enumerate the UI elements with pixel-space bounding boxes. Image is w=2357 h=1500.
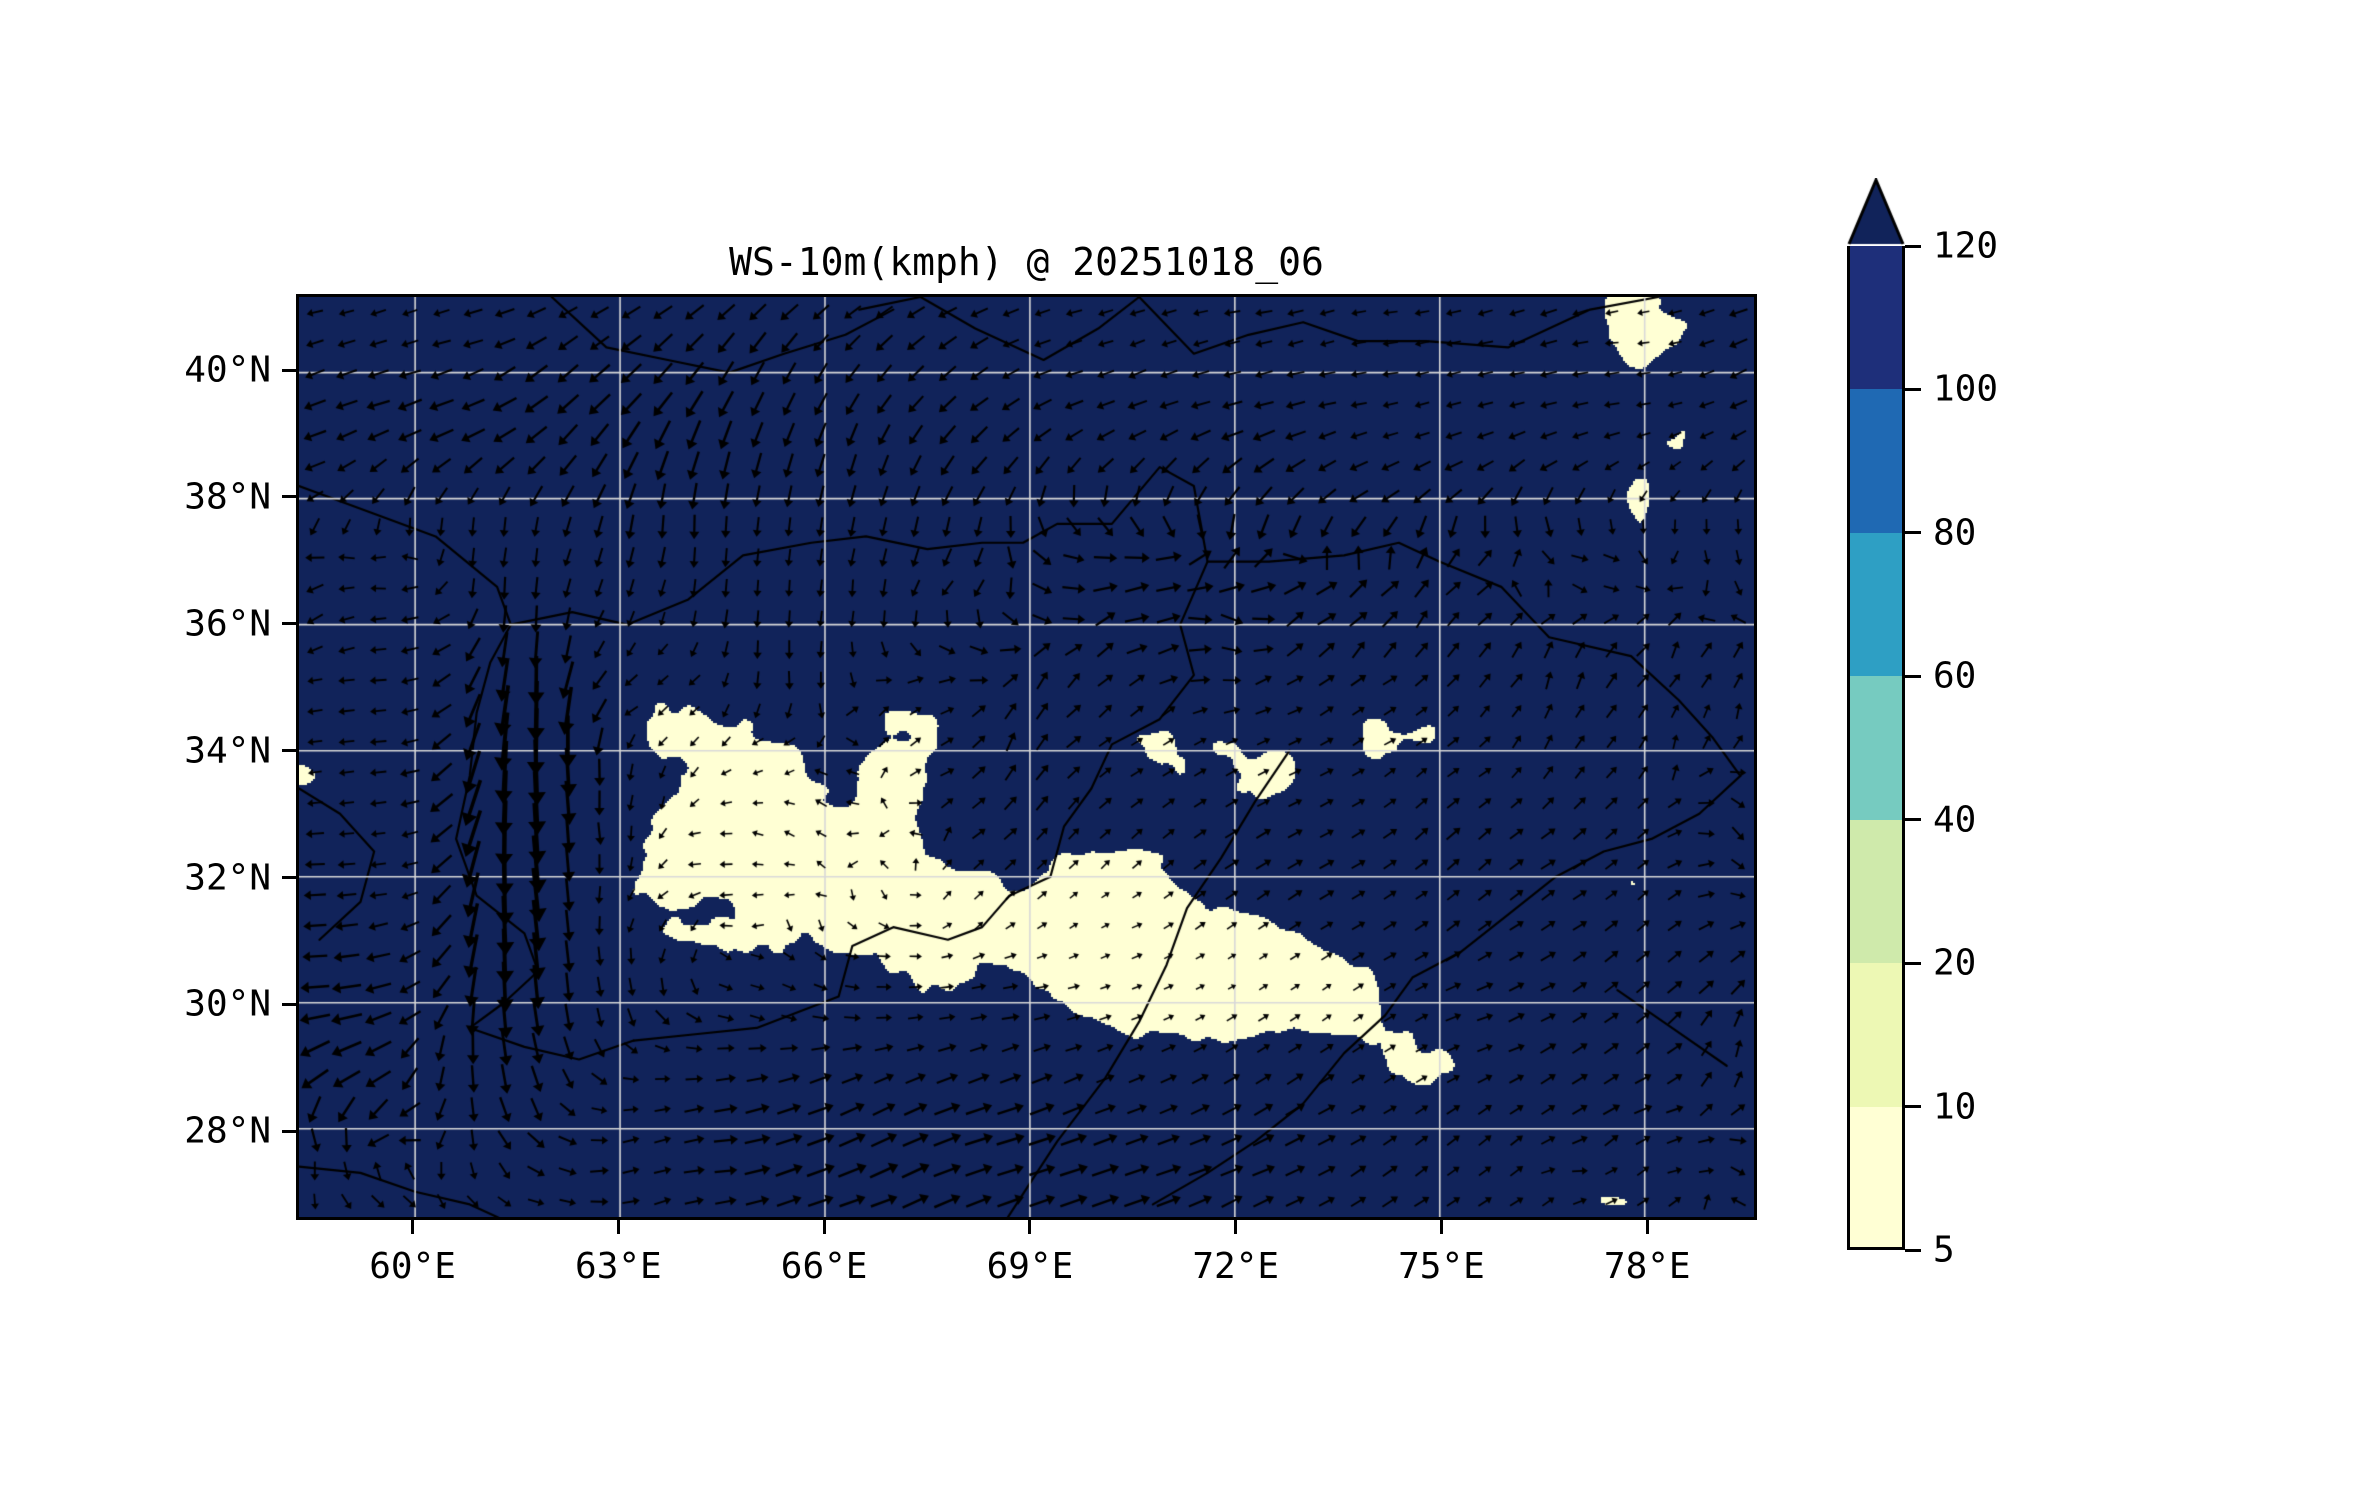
colorbar-extend-arrow-icon — [1847, 178, 1905, 246]
x-axis-tick-mark — [1028, 1220, 1032, 1234]
y-axis-tick-label: 36°N — [184, 603, 271, 645]
colorbar-tick-label: 40 — [1933, 799, 1977, 841]
colorbar-band — [1850, 246, 1902, 390]
colorbar[interactable]: 5 10 20 40 60 80 100 120 — [1847, 178, 1998, 1271]
chart-title-line-1: WS-10m(kmph) @ 20251018_06 — [729, 239, 1324, 284]
colorbar-band — [1850, 676, 1902, 820]
y-axis-tick-mark — [282, 1002, 296, 1006]
colorbar-tick-label: 80 — [1933, 512, 1977, 554]
y-axis-tick-mark — [282, 622, 296, 626]
colorbar-tick-label: 10 — [1933, 1086, 1977, 1128]
colorbar-tick-label: 100 — [1933, 368, 1999, 410]
y-axis-tick-label: 30°N — [184, 983, 271, 1025]
colorbar-tick-mark — [1905, 1105, 1921, 1109]
colorbar-tick-mark — [1905, 961, 1921, 965]
colorbar-tick-label: 20 — [1933, 942, 1977, 984]
y-axis-tick-label: 40°N — [184, 349, 271, 391]
colorbar-tick-mark — [1905, 674, 1921, 678]
x-axis-tick-label: 78°E — [1603, 1246, 1691, 1287]
y-axis-tick-mark — [282, 876, 296, 879]
map-axes[interactable] — [296, 294, 1757, 1220]
x-axis-tick-label: 60°E — [369, 1246, 456, 1287]
colorbar-tick-mark — [1905, 1248, 1921, 1252]
wind-vector-quiver-layer — [299, 297, 1754, 1217]
x-axis-tick-label: 72°E — [1192, 1246, 1280, 1287]
x-axis-tick-label: 66°E — [780, 1246, 868, 1287]
colorbar-body — [1847, 246, 1905, 1250]
x-axis-tick-mark — [1234, 1220, 1238, 1234]
y-axis-tick-mark — [282, 749, 296, 753]
x-axis-tick-label: 75°E — [1398, 1246, 1485, 1287]
x-axis-tick-mark — [411, 1220, 415, 1234]
y-axis-tick-label: 38°N — [184, 476, 271, 518]
y-axis-tick-mark — [282, 495, 296, 499]
colorbar-tick-mark — [1905, 818, 1921, 822]
x-axis-tick-label: 69°E — [986, 1246, 1074, 1287]
x-axis-tick-mark — [822, 1220, 826, 1234]
colorbar-band — [1850, 819, 1902, 964]
colorbar-band — [1850, 532, 1902, 677]
colorbar-tick-label: 120 — [1933, 225, 1999, 267]
colorbar-tick-mark — [1905, 244, 1921, 248]
colorbar-tick-mark — [1905, 387, 1921, 391]
x-axis-tick-mark — [1439, 1220, 1443, 1234]
y-axis-tick-mark — [282, 1129, 296, 1133]
x-axis-tick-mark — [616, 1220, 620, 1234]
colorbar-band — [1850, 963, 1902, 1107]
colorbar-tick-mark — [1905, 531, 1921, 535]
colorbar-band — [1850, 389, 1902, 533]
colorbar-tick-label: 60 — [1933, 655, 1977, 697]
x-axis-tick-mark — [1645, 1220, 1649, 1234]
y-axis-tick-label: 32°N — [184, 857, 271, 898]
y-axis-tick-mark — [282, 368, 296, 372]
colorbar-tick-label: 5 — [1933, 1229, 1955, 1271]
y-axis-tick-label: 34°N — [184, 730, 271, 772]
x-axis-tick-label: 63°E — [575, 1246, 662, 1287]
y-axis-tick-label: 28°N — [184, 1110, 271, 1152]
colorbar-band — [1850, 1106, 1902, 1247]
